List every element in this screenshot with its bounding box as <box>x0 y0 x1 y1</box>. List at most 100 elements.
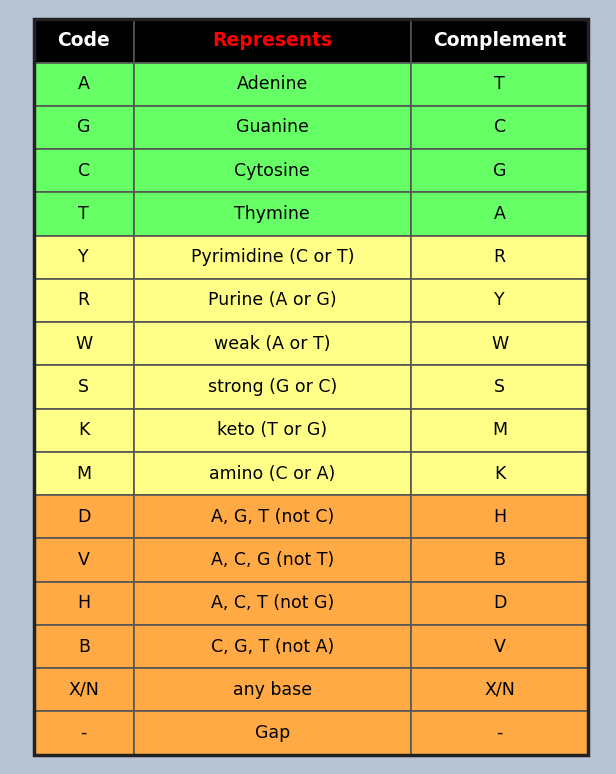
Text: V: V <box>493 638 506 656</box>
Text: Y: Y <box>78 248 89 266</box>
Bar <box>34 581 134 625</box>
Bar <box>34 365 134 409</box>
Text: G: G <box>77 118 91 136</box>
Bar <box>34 19 134 63</box>
Text: any base: any base <box>233 681 312 699</box>
Text: Cytosine: Cytosine <box>235 162 310 180</box>
Text: -: - <box>496 724 503 742</box>
Text: Purine (A or G): Purine (A or G) <box>208 292 336 310</box>
Bar <box>34 452 134 495</box>
Bar <box>411 365 588 409</box>
Text: amino (C or A): amino (C or A) <box>209 464 335 482</box>
Bar <box>134 279 411 322</box>
Text: Pyrimidine (C or T): Pyrimidine (C or T) <box>190 248 354 266</box>
Text: Y: Y <box>494 292 505 310</box>
Bar <box>34 322 134 365</box>
Text: X/N: X/N <box>484 681 515 699</box>
Bar <box>411 106 588 149</box>
Text: X/N: X/N <box>68 681 99 699</box>
Bar <box>34 63 134 106</box>
Bar <box>34 106 134 149</box>
Text: M: M <box>492 421 507 440</box>
Text: Complement: Complement <box>433 32 566 50</box>
Bar <box>134 322 411 365</box>
Text: strong (G or C): strong (G or C) <box>208 378 337 396</box>
Bar <box>134 19 411 63</box>
Bar <box>34 625 134 668</box>
Text: S: S <box>494 378 505 396</box>
Text: R: R <box>78 292 90 310</box>
Bar <box>134 495 411 539</box>
Bar <box>411 235 588 279</box>
Bar <box>134 625 411 668</box>
Bar <box>134 63 411 106</box>
Bar <box>134 106 411 149</box>
Bar <box>411 452 588 495</box>
Text: Guanine: Guanine <box>236 118 309 136</box>
Bar <box>134 711 411 755</box>
Bar <box>411 19 588 63</box>
Text: R: R <box>493 248 506 266</box>
Bar <box>411 409 588 452</box>
Text: W: W <box>75 334 92 353</box>
Bar <box>411 539 588 581</box>
Text: G: G <box>493 162 506 180</box>
Text: C, G, T (not A): C, G, T (not A) <box>211 638 334 656</box>
Bar <box>34 193 134 235</box>
Text: S: S <box>78 378 89 396</box>
Text: K: K <box>78 421 89 440</box>
Text: A, C, G (not T): A, C, G (not T) <box>211 551 334 569</box>
Bar <box>411 63 588 106</box>
Bar <box>134 235 411 279</box>
Text: Gap: Gap <box>254 724 290 742</box>
Bar <box>34 235 134 279</box>
Bar <box>34 19 588 755</box>
Bar <box>411 495 588 539</box>
Text: C: C <box>78 162 90 180</box>
Bar <box>411 668 588 711</box>
Text: A, C, T (not G): A, C, T (not G) <box>211 594 334 612</box>
Bar <box>411 322 588 365</box>
Text: M: M <box>76 464 91 482</box>
Bar <box>411 193 588 235</box>
Text: B: B <box>78 638 90 656</box>
Bar <box>134 668 411 711</box>
Text: D: D <box>493 594 506 612</box>
Bar <box>34 149 134 193</box>
Text: D: D <box>77 508 91 526</box>
Bar <box>411 711 588 755</box>
Text: weak (A or T): weak (A or T) <box>214 334 331 353</box>
Bar <box>134 452 411 495</box>
Text: keto (T or G): keto (T or G) <box>217 421 327 440</box>
Bar <box>34 495 134 539</box>
Text: T: T <box>494 75 505 93</box>
Text: A: A <box>78 75 90 93</box>
Text: T: T <box>78 205 89 223</box>
Bar <box>34 539 134 581</box>
Text: V: V <box>78 551 90 569</box>
Bar <box>411 625 588 668</box>
Text: Thymine: Thymine <box>235 205 310 223</box>
Text: W: W <box>491 334 508 353</box>
Bar <box>411 581 588 625</box>
Text: B: B <box>493 551 506 569</box>
Bar <box>411 149 588 193</box>
Bar <box>34 279 134 322</box>
Text: H: H <box>493 508 506 526</box>
Bar <box>134 193 411 235</box>
Text: Code: Code <box>57 32 110 50</box>
Bar <box>134 581 411 625</box>
Text: H: H <box>77 594 91 612</box>
Bar <box>134 539 411 581</box>
Bar <box>34 409 134 452</box>
Bar <box>134 409 411 452</box>
Text: Represents: Represents <box>212 32 333 50</box>
Bar <box>134 365 411 409</box>
Bar <box>34 711 134 755</box>
Bar <box>134 149 411 193</box>
Text: A: A <box>493 205 506 223</box>
Bar <box>411 279 588 322</box>
Text: Adenine: Adenine <box>237 75 308 93</box>
Text: K: K <box>494 464 505 482</box>
Text: C: C <box>493 118 506 136</box>
